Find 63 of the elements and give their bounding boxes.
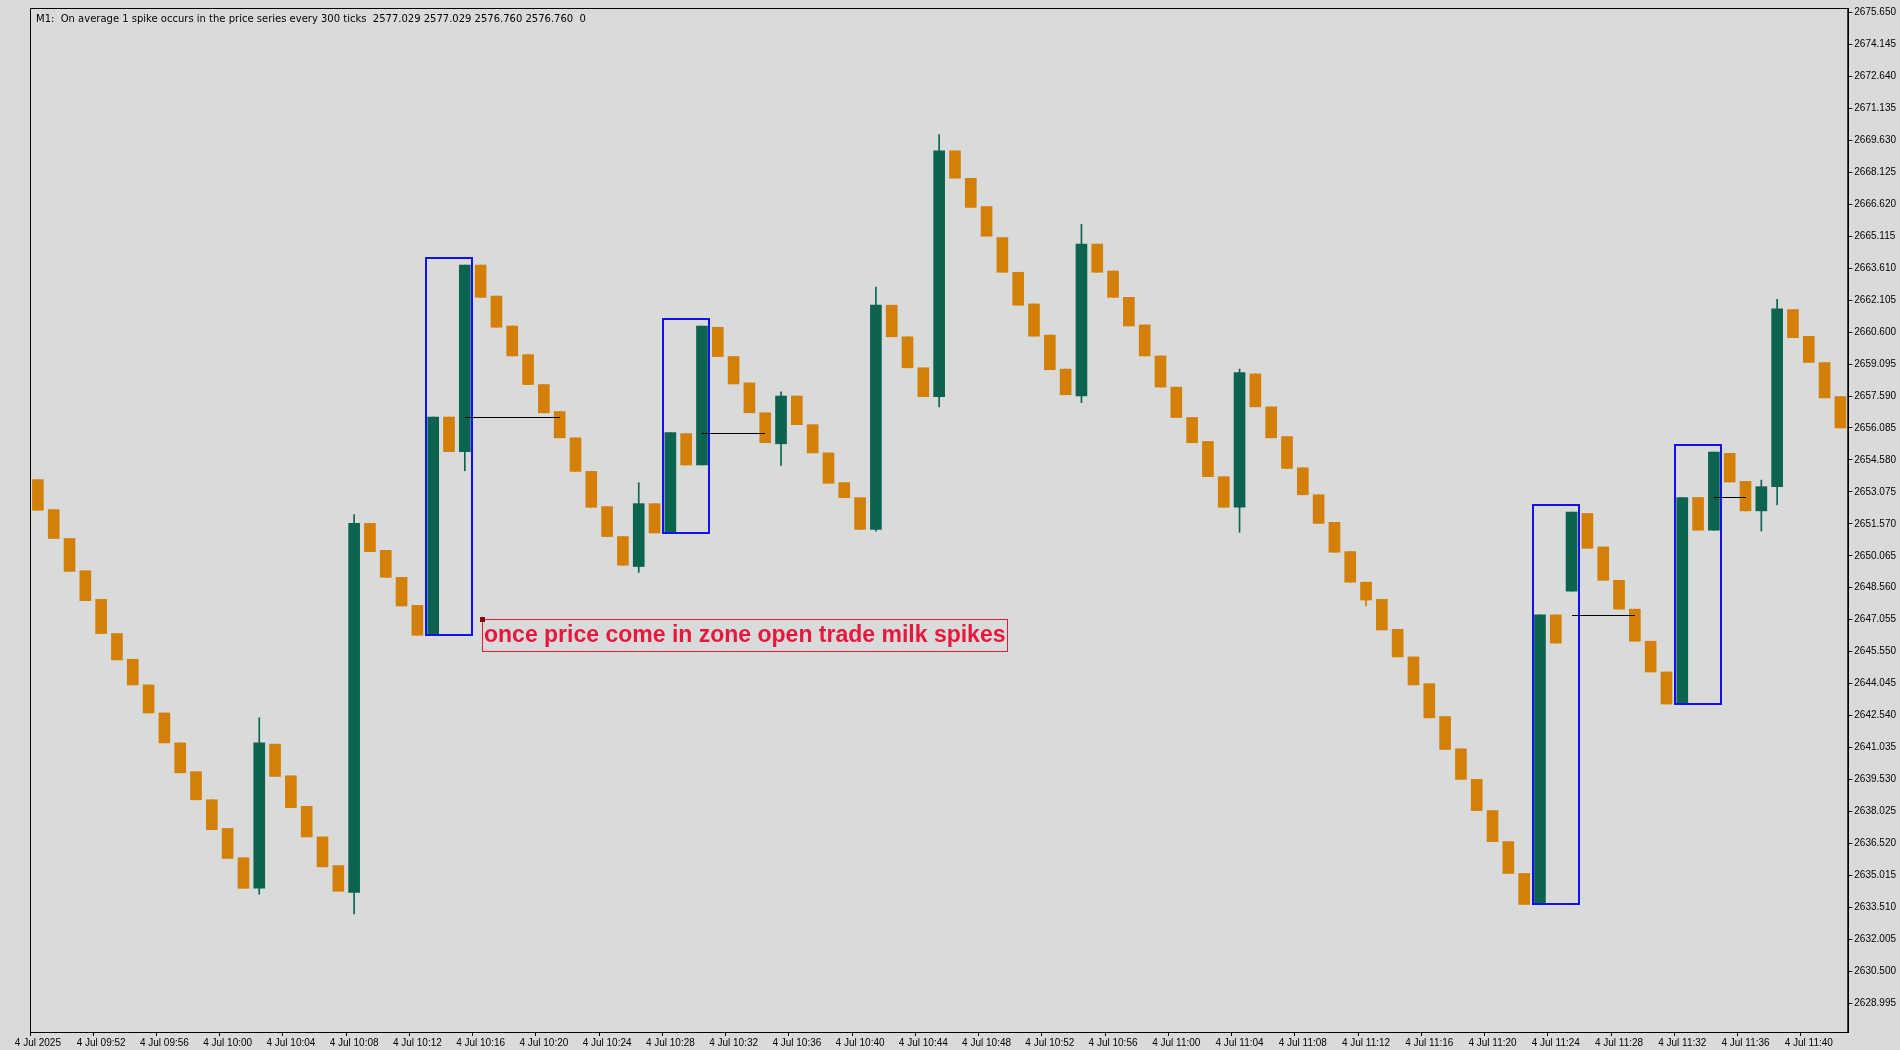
x-tick-label: 4 Jul 10:36: [772, 1036, 822, 1048]
x-tick-label: 4 Jul 11:40: [1784, 1036, 1834, 1048]
y-tick-label: 2665.115: [1854, 230, 1896, 242]
x-tick-label: 4 Jul 10:04: [266, 1036, 316, 1048]
x-tick-label: 4 Jul 11:20: [1468, 1036, 1518, 1048]
y-tick-label: 2660.600: [1854, 325, 1897, 337]
x-tick-label: 4 Jul 10:20: [519, 1036, 569, 1048]
y-tick-label: 2666.620: [1854, 198, 1897, 210]
x-tick-label: 4 Jul 10:08: [329, 1036, 380, 1048]
x-tick-label: 4 Jul 09:56: [139, 1036, 190, 1048]
x-tick-label: 4 Jul 10:28: [645, 1036, 696, 1048]
y-tick-label: 2642.540: [1854, 709, 1897, 721]
text: M1: On average 1 spike occurs in the price series every 300 ticks 2577.029 2577.029 2576.760 2576.760 0: [36, 13, 586, 24]
y-tick-label: 2669.630: [1854, 134, 1897, 146]
y-tick-label: 2647.055: [1854, 613, 1897, 625]
y-tick-label: 2639.530: [1854, 773, 1897, 785]
y-tick-label: 2636.520: [1854, 837, 1897, 849]
x-tick-label: 4 Jul 10:52: [1025, 1036, 1075, 1048]
x-tick-label: 4 Jul 11:24: [1531, 1036, 1581, 1048]
y-tick-label: 2638.025: [1854, 805, 1897, 817]
x-tick-label: 4 Jul 10:44: [898, 1036, 949, 1048]
y-tick-label: 2632.005: [1854, 932, 1897, 944]
x-tick-label: 4 Jul 10:40: [835, 1036, 885, 1048]
y-tick-label: 2651.570: [1854, 517, 1897, 529]
y-tick-label: 2672.640: [1854, 70, 1897, 82]
x-tick-label: 4 Jul 11:08: [1278, 1036, 1328, 1048]
y-tick-label: 2675.650: [1854, 6, 1897, 18]
y-tick-label: 2635.015: [1854, 868, 1897, 880]
y-tick-label: 2662.105: [1854, 293, 1897, 305]
annotation: once price come in zone open trade milk spikes: [482, 619, 1008, 652]
x-tick-label: 4 Jul 2025: [14, 1036, 62, 1048]
y-tick-label: 2630.500: [1854, 964, 1897, 976]
x-tick-label: 4 Jul 10:32: [709, 1036, 759, 1048]
x-tick-label: 4 Jul 10:48: [962, 1036, 1012, 1048]
x-tick-label: 4 Jul 11:04: [1215, 1036, 1265, 1048]
y-tick-label: 2671.135: [1854, 102, 1897, 114]
x-tick-label: 4 Jul 11:28: [1594, 1036, 1644, 1048]
x-tick-label: 4 Jul 11:36: [1721, 1036, 1771, 1048]
y-tick-label: 2657.590: [1854, 389, 1897, 401]
x-tick-label: 4 Jul 11:12: [1341, 1036, 1391, 1048]
y-tick-label: 2654.580: [1854, 453, 1897, 465]
y-tick-label: 2656.085: [1854, 421, 1897, 433]
y-tick-label: 2674.145: [1854, 38, 1897, 50]
x-tick-label: 4 Jul 11:32: [1658, 1036, 1707, 1048]
y-tick-label: 2648.560: [1854, 581, 1897, 593]
y-tick-label: 2663.610: [1854, 262, 1897, 273]
y-tick-label: 2668.125: [1854, 166, 1897, 178]
y-tick-label: 2645.550: [1854, 645, 1897, 657]
y-tick-label: 2644.045: [1854, 677, 1897, 689]
x-tick-label: 4 Jul 11:16: [1405, 1036, 1454, 1048]
y-tick-label: 2641.035: [1854, 741, 1897, 753]
x-tick-label: 4 Jul 10:12: [392, 1036, 443, 1048]
x-tick-label: 4 Jul 10:24: [582, 1036, 633, 1048]
x-tick-label: 4 Jul 11:00: [1152, 1036, 1201, 1048]
y-tick-label: 2653.075: [1854, 485, 1897, 497]
x-tick-label: 4 Jul 09:52: [76, 1036, 127, 1048]
x-tick-label: 4 Jul 10:00: [203, 1036, 253, 1048]
y-tick-label: 2650.065: [1854, 549, 1897, 561]
x-tick-label: 4 Jul 10:16: [456, 1036, 506, 1048]
y-tick-label: 2633.510: [1854, 900, 1897, 912]
x-tick-label: 4 Jul 10:56: [1088, 1036, 1138, 1048]
y-tick-label: 2628.995: [1854, 996, 1897, 1008]
y-tick-label: 2659.095: [1854, 357, 1897, 369]
